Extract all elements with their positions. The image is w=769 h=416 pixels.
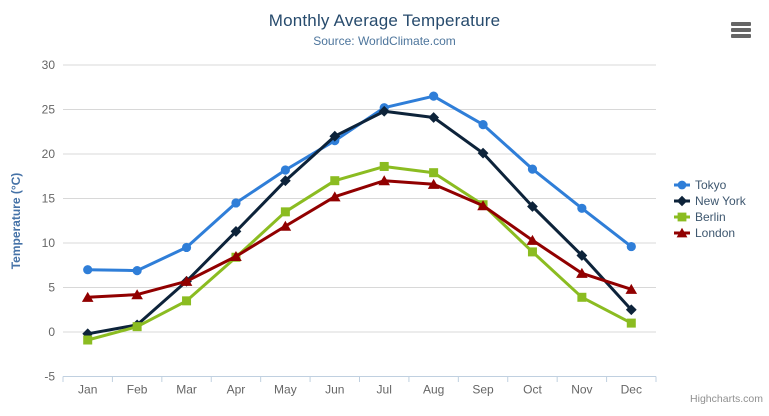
y-axis-title: Temperature (°C) — [9, 172, 23, 270]
data-point-tokyo-sep[interactable] — [478, 120, 488, 130]
data-point-berlin-feb[interactable] — [132, 322, 142, 332]
data-point-london-jun[interactable] — [328, 191, 341, 202]
data-point-new-york-dec[interactable] — [625, 304, 637, 316]
data-point-new-york-sep[interactable] — [477, 147, 489, 159]
data-point-berlin-aug[interactable] — [429, 168, 439, 178]
data-point-london-aug[interactable] — [427, 178, 440, 189]
x-axis-label: Aug — [423, 383, 444, 397]
triangle-marker-icon — [674, 227, 690, 238]
data-point-london-mar[interactable] — [180, 275, 193, 286]
export-menu-button[interactable] — [731, 22, 751, 38]
x-axis-label: Sep — [472, 383, 494, 397]
data-point-tokyo-may[interactable] — [280, 165, 290, 175]
y-axis-label: 25 — [42, 103, 56, 117]
data-point-new-york-apr[interactable] — [230, 226, 242, 237]
legend: Tokyo New York Berlin London — [674, 177, 746, 241]
circle-marker-icon — [674, 180, 690, 190]
data-point-tokyo-jan[interactable] — [83, 265, 93, 275]
data-point-new-york-aug[interactable] — [428, 112, 440, 123]
data-point-london-jan[interactable] — [81, 291, 94, 302]
legend-item-tokyo[interactable]: Tokyo — [674, 177, 746, 193]
data-point-berlin-nov[interactable] — [577, 292, 587, 302]
data-point-tokyo-aug[interactable] — [429, 91, 439, 101]
x-axis-label: May — [274, 383, 297, 397]
data-point-london-apr[interactable] — [230, 250, 242, 261]
data-point-london-nov[interactable] — [576, 267, 588, 278]
legend-label: Berlin — [695, 210, 726, 224]
chart-subtitle: Source: WorldClimate.com — [313, 34, 456, 48]
credits-link[interactable]: Highcharts.com — [690, 393, 763, 405]
x-axis-label: Jul — [377, 383, 392, 397]
square-marker-icon — [674, 212, 690, 222]
data-point-london-dec[interactable] — [625, 283, 638, 294]
series-line-berlin[interactable] — [86, 165, 633, 342]
data-point-berlin-oct[interactable] — [527, 247, 537, 257]
x-axis-label: Mar — [176, 383, 197, 397]
data-point-new-york-nov[interactable] — [576, 250, 588, 261]
data-point-tokyo-nov[interactable] — [577, 203, 587, 213]
data-point-tokyo-apr[interactable] — [231, 198, 241, 208]
x-axis-label: Jan — [78, 383, 97, 397]
data-point-london-feb[interactable] — [131, 289, 143, 300]
data-point-tokyo-dec[interactable] — [626, 241, 636, 252]
data-point-berlin-jul[interactable] — [379, 161, 389, 171]
y-axis-label: 15 — [42, 192, 56, 206]
data-point-berlin-mar[interactable] — [182, 296, 192, 306]
data-point-new-york-may[interactable] — [279, 175, 291, 187]
data-point-berlin-may[interactable] — [280, 207, 290, 217]
legend-label: Tokyo — [695, 178, 727, 192]
x-axis-label: Dec — [621, 383, 642, 397]
data-point-london-oct[interactable] — [526, 234, 539, 245]
x-axis-label: Oct — [523, 383, 542, 397]
y-axis-label: 20 — [42, 147, 56, 161]
legend-label: London — [695, 226, 736, 240]
x-axis-label: Nov — [571, 383, 592, 397]
x-axis-label: Jun — [325, 383, 344, 397]
legend-item-new-york[interactable]: New York — [674, 193, 746, 209]
series-line-london[interactable] — [86, 179, 633, 299]
x-axis-label: Feb — [127, 383, 148, 397]
data-point-berlin-jun[interactable] — [330, 176, 340, 186]
y-axis-label: 30 — [42, 58, 56, 72]
chart-title: Monthly Average Temperature — [268, 11, 501, 30]
data-point-london-may[interactable] — [279, 220, 292, 231]
data-point-new-york-jul[interactable] — [378, 105, 390, 117]
data-point-london-sep[interactable] — [477, 200, 489, 211]
x-axis-label: Apr — [227, 383, 246, 397]
data-point-london-jul[interactable] — [378, 175, 391, 186]
data-point-tokyo-oct[interactable] — [527, 164, 538, 174]
hamburger-icon — [731, 28, 751, 32]
y-axis-label: 5 — [48, 281, 55, 295]
hamburger-icon — [731, 34, 751, 38]
legend-item-berlin[interactable]: Berlin — [674, 209, 746, 225]
data-point-new-york-jun[interactable] — [329, 130, 341, 142]
legend-item-london[interactable]: London — [674, 225, 746, 241]
legend-label: New York — [695, 194, 746, 208]
y-axis-label: 0 — [48, 325, 55, 339]
y-axis-label: 10 — [42, 236, 56, 250]
data-point-tokyo-feb[interactable] — [132, 265, 142, 276]
y-axis-label: -5 — [44, 370, 55, 384]
data-point-berlin-dec[interactable] — [626, 318, 636, 328]
data-point-tokyo-mar[interactable] — [181, 242, 192, 253]
hamburger-icon — [731, 22, 751, 26]
data-point-new-york-oct[interactable] — [527, 201, 538, 212]
data-point-berlin-jan[interactable] — [83, 335, 93, 345]
series-line-new-york[interactable] — [86, 109, 633, 336]
diamond-marker-icon — [674, 195, 690, 207]
